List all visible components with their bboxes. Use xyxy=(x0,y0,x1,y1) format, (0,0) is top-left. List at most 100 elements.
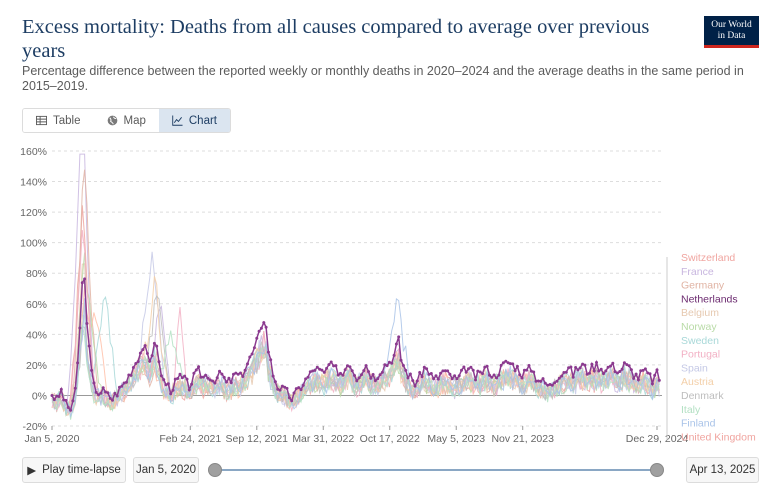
netherlands-point xyxy=(604,369,608,373)
play-label: Play time-lapse xyxy=(42,464,121,476)
timeline-slider[interactable] xyxy=(208,460,664,480)
netherlands-point xyxy=(306,375,310,379)
legend-label[interactable]: Sweden xyxy=(681,335,719,347)
netherlands-point xyxy=(373,379,377,383)
netherlands-point xyxy=(404,368,408,372)
netherlands-point xyxy=(613,370,617,374)
netherlands-point xyxy=(155,344,159,348)
netherlands-point xyxy=(367,370,370,374)
netherlands-point xyxy=(287,396,291,400)
y-tick-label: 20% xyxy=(26,360,47,372)
netherlands-point xyxy=(50,394,54,397)
x-tick-label: Feb 24, 2021 xyxy=(159,433,221,445)
netherlands-point xyxy=(446,369,450,373)
legend-label[interactable]: Switzerland xyxy=(681,252,735,264)
netherlands-point xyxy=(201,375,205,379)
netherlands-point xyxy=(108,396,112,400)
netherlands-point xyxy=(394,342,398,346)
netherlands-point xyxy=(471,368,475,372)
legend-label[interactable]: Austria xyxy=(681,376,714,388)
netherlands-point xyxy=(206,376,210,380)
netherlands-point xyxy=(467,367,470,371)
netherlands-point xyxy=(525,368,529,372)
netherlands-point xyxy=(97,393,100,397)
netherlands-point xyxy=(529,369,533,373)
tab-map[interactable]: Map xyxy=(93,109,159,132)
netherlands-point xyxy=(360,373,363,377)
netherlands-point xyxy=(57,395,61,398)
netherlands-point xyxy=(164,383,168,387)
netherlands-point xyxy=(180,376,184,380)
legend-label[interactable]: Spain xyxy=(681,362,708,374)
netherlands-point xyxy=(425,367,429,371)
tab-map-label: Map xyxy=(123,114,146,127)
legend-label[interactable]: Norway xyxy=(681,321,717,333)
netherlands-point xyxy=(546,383,550,387)
netherlands-point xyxy=(648,372,652,376)
netherlands-point xyxy=(211,379,215,383)
legend-label[interactable]: France xyxy=(681,266,714,278)
netherlands-point xyxy=(650,382,654,386)
netherlands-point xyxy=(646,371,650,375)
netherlands-point xyxy=(222,375,226,379)
netherlands-point xyxy=(595,361,598,364)
netherlands-point xyxy=(266,350,270,354)
netherlands-point xyxy=(83,277,87,281)
tab-chart[interactable]: Chart xyxy=(158,109,230,132)
netherlands-point xyxy=(518,373,522,377)
netherlands-point xyxy=(294,387,298,391)
y-tick-label: 40% xyxy=(26,329,47,341)
netherlands-point xyxy=(432,377,436,381)
netherlands-point xyxy=(348,365,352,369)
netherlands-point xyxy=(569,365,573,369)
netherlands-point xyxy=(190,382,194,386)
netherlands-point xyxy=(616,371,619,375)
netherlands-point xyxy=(555,379,559,383)
netherlands-point xyxy=(208,378,212,382)
netherlands-point xyxy=(334,364,338,368)
y-tick-label: 0% xyxy=(32,390,47,402)
netherlands-point xyxy=(460,368,463,372)
netherlands-point xyxy=(69,408,73,412)
legend-label[interactable]: Italy xyxy=(681,404,701,416)
timeline-start-handle[interactable] xyxy=(208,463,222,477)
netherlands-point xyxy=(339,371,342,375)
legend-label[interactable]: Netherlands xyxy=(681,293,738,305)
netherlands-point xyxy=(560,374,564,378)
legend-label[interactable]: Denmark xyxy=(681,390,724,402)
owid-logo[interactable]: Our World in Data xyxy=(704,16,759,48)
legend-label[interactable]: Portugal xyxy=(681,349,720,361)
netherlands-point xyxy=(420,375,424,379)
netherlands-point xyxy=(399,358,403,362)
netherlands-point xyxy=(111,398,114,402)
netherlands-point xyxy=(99,391,103,395)
legend-label[interactable]: United Kingdom xyxy=(681,431,756,443)
legend-label[interactable]: Finland xyxy=(681,418,716,430)
netherlands-point xyxy=(239,371,242,375)
netherlands-point xyxy=(285,386,289,390)
netherlands-point xyxy=(220,372,224,376)
play-timelapse-button[interactable]: ▶ Play time-lapse xyxy=(22,457,126,483)
legend-label[interactable]: Germany xyxy=(681,280,725,292)
chart-subtitle: Percentage difference between the report… xyxy=(22,64,744,93)
netherlands-point xyxy=(80,281,84,285)
netherlands-point xyxy=(574,366,578,369)
netherlands-point xyxy=(383,363,387,367)
legend-label[interactable]: Belgium xyxy=(681,307,719,319)
x-tick-label: Mar 31, 2022 xyxy=(292,433,354,445)
netherlands-point xyxy=(415,379,419,383)
timeline-track xyxy=(216,469,656,471)
netherlands-point xyxy=(539,379,543,383)
netherlands-point xyxy=(229,381,233,385)
line-chart-icon xyxy=(172,115,183,126)
netherlands-point xyxy=(350,369,354,373)
tab-table[interactable]: Table xyxy=(23,109,94,132)
timeline-end-handle[interactable] xyxy=(650,463,664,477)
netherlands-point xyxy=(55,394,59,398)
view-tabs: Table Map Chart xyxy=(22,108,231,133)
netherlands-point xyxy=(469,365,473,369)
netherlands-point xyxy=(125,380,128,384)
netherlands-point xyxy=(269,358,273,362)
netherlands-point xyxy=(131,366,135,369)
netherlands-point xyxy=(127,373,131,377)
